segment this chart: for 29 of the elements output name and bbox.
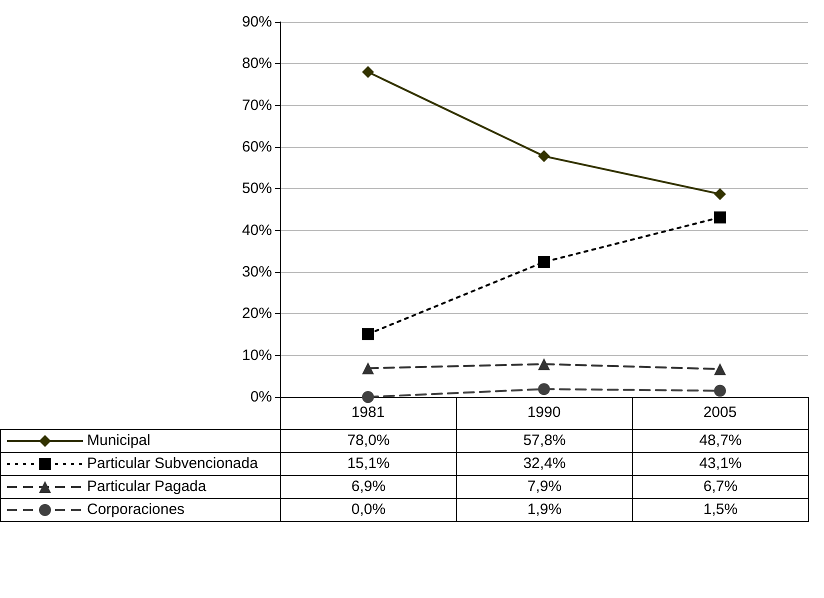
y-tick-label: 20% xyxy=(242,305,272,322)
x-tick-label: 1990 xyxy=(527,404,561,421)
data-label: 32,4% xyxy=(456,452,632,476)
data-label: 48,7% xyxy=(632,430,808,452)
y-tick-label: 90% xyxy=(242,14,272,30)
data-label: 6,7% xyxy=(632,476,808,498)
data-label: 7,9% xyxy=(456,476,632,498)
data-label: 15,1% xyxy=(280,452,456,476)
data-label: 57,8% xyxy=(456,430,632,452)
data-label: 78,0% xyxy=(280,430,456,452)
y-tick-label: 70% xyxy=(242,96,272,114)
y-tick-label: 60% xyxy=(242,138,272,156)
legend-label: Particular Subvencionada xyxy=(87,455,258,472)
y-tick-label: 10% xyxy=(242,346,272,364)
legend-label: Corporaciones xyxy=(87,501,185,518)
data-label: 1,9% xyxy=(456,498,632,522)
data-label: 0,0% xyxy=(280,498,456,522)
x-tick-label: 2005 xyxy=(703,404,737,421)
y-tick-label: 50% xyxy=(242,180,272,198)
data-label: 43,1% xyxy=(632,452,808,476)
x-tick-label: 1981 xyxy=(351,404,385,421)
y-tick-label: 40% xyxy=(242,222,272,239)
y-tick-label: 80% xyxy=(242,55,272,72)
y-tick-label: 30% xyxy=(242,264,272,280)
y-tick-label: 0% xyxy=(250,388,272,406)
legend-label: Municipal xyxy=(87,432,150,449)
legend-label: Particular Pagada xyxy=(87,478,206,495)
data-label: 6,9% xyxy=(280,476,456,498)
data-label: 1,5% xyxy=(632,498,808,522)
